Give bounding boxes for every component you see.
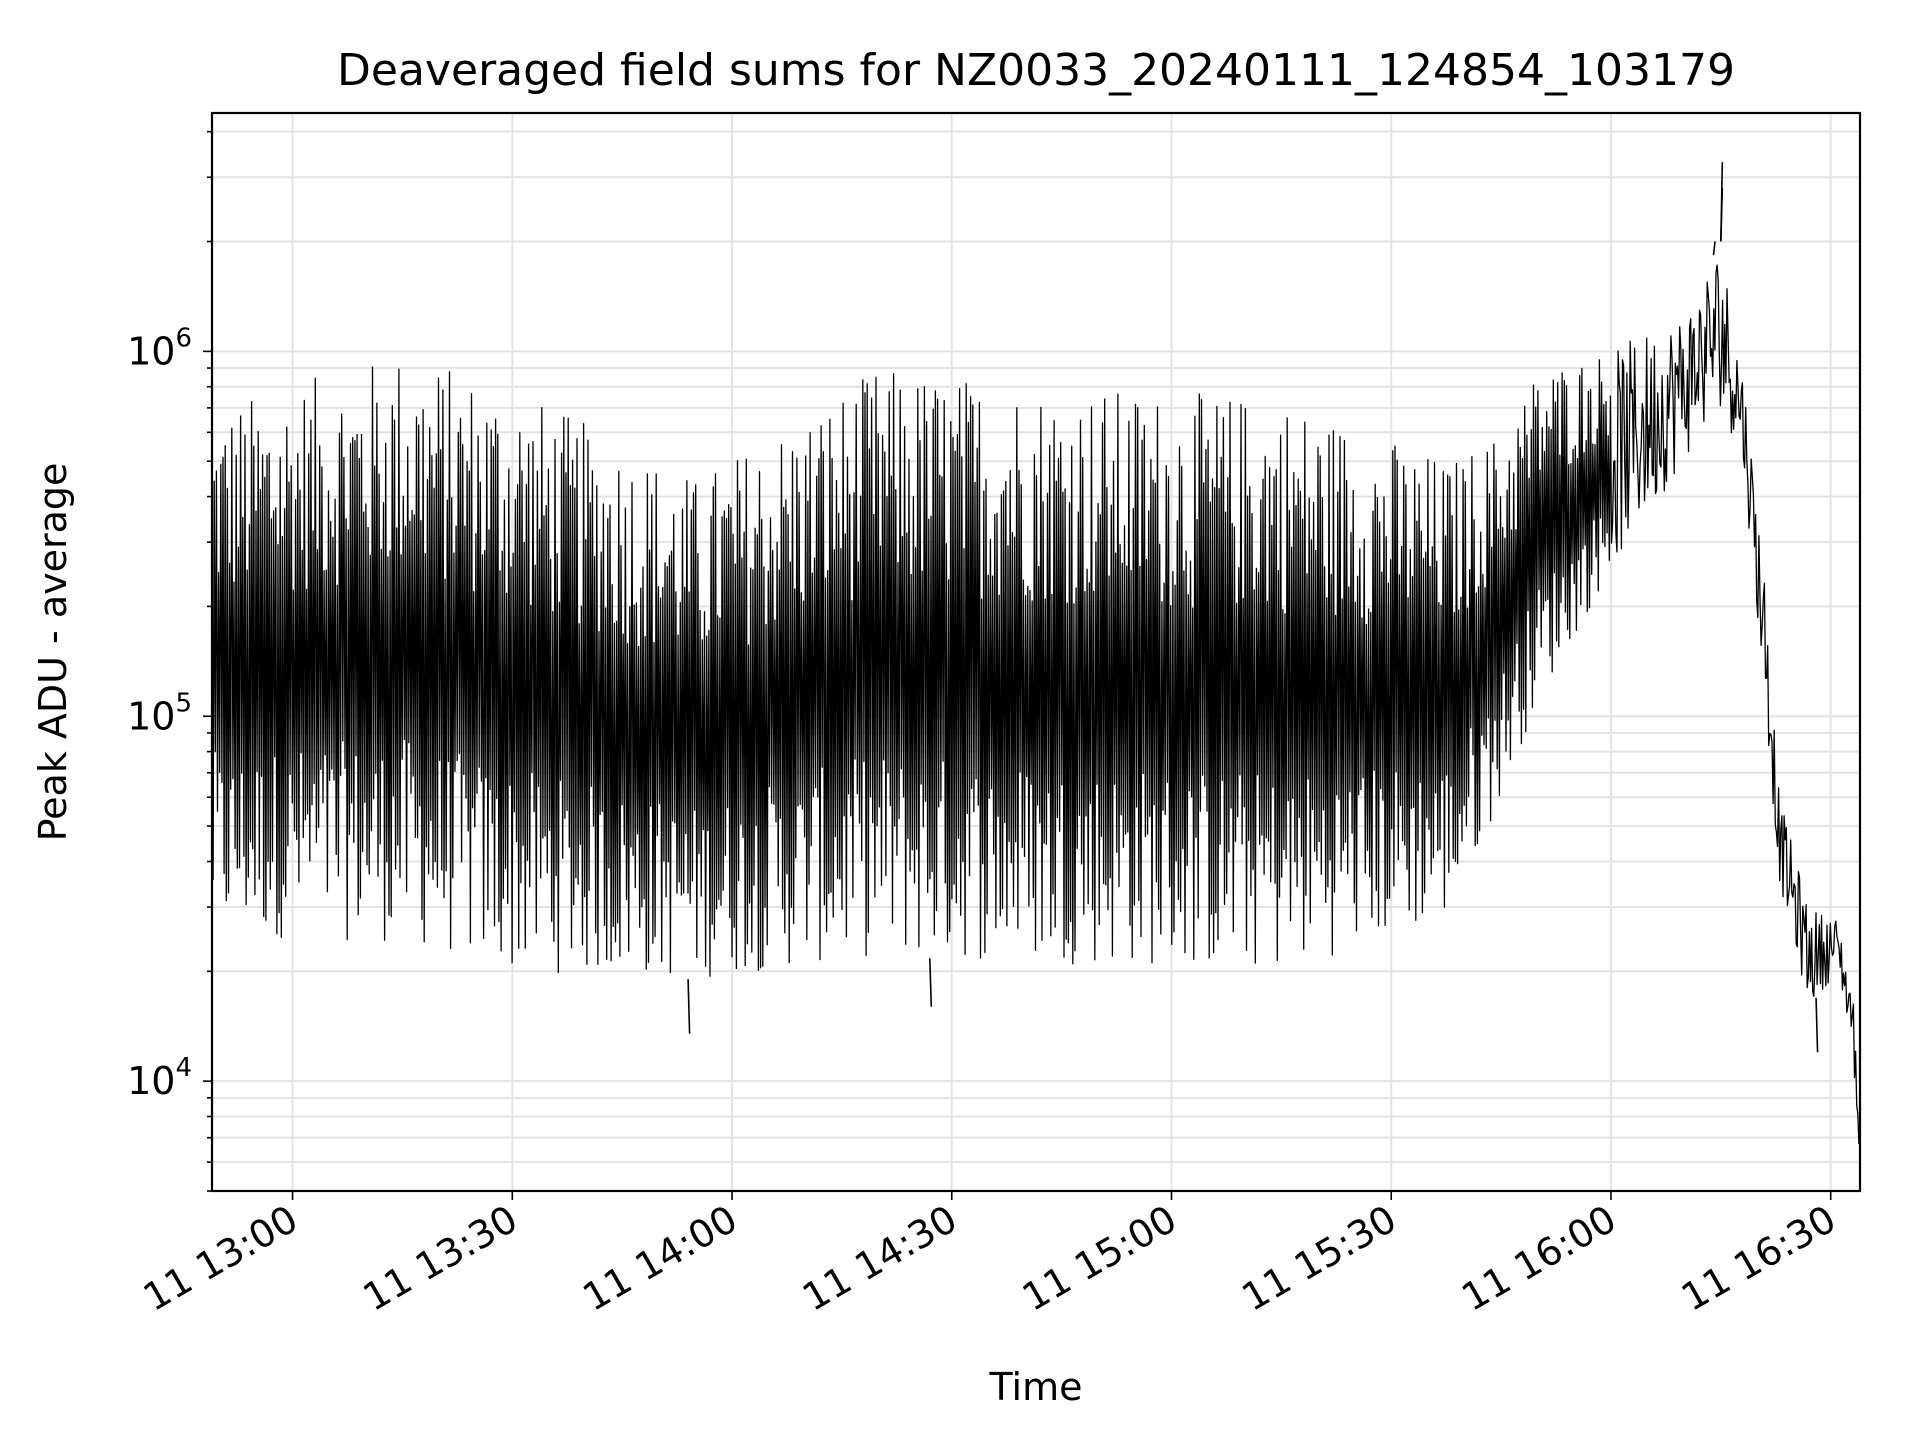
series-spike [687, 979, 691, 1034]
y-tick-base: 10 [127, 694, 175, 738]
y-tick-label: 106 [127, 323, 192, 373]
series-line [211, 264, 1861, 1145]
series-spike [928, 958, 933, 1007]
chart-title: Deaveraged field sums for NZ0033_2024011… [337, 45, 1735, 96]
series [211, 162, 1861, 1145]
y-tick-base: 10 [127, 1059, 175, 1103]
series-spike [1712, 241, 1716, 256]
y-tick-label: 105 [127, 688, 192, 738]
y-tick-base: 10 [127, 329, 175, 373]
x-axis-label: Time [989, 1365, 1083, 1409]
series-spike [1815, 997, 1819, 1053]
series-spike [1720, 188, 1724, 242]
y-tick-label: 104 [127, 1053, 192, 1103]
y-tick-exponent: 6 [175, 323, 192, 353]
y-tick-exponent: 5 [175, 688, 192, 718]
plot-frame [210, 111, 1862, 1193]
y-tick-exponent: 4 [175, 1053, 192, 1083]
y-axis-label: Peak ADU - average [31, 463, 75, 842]
